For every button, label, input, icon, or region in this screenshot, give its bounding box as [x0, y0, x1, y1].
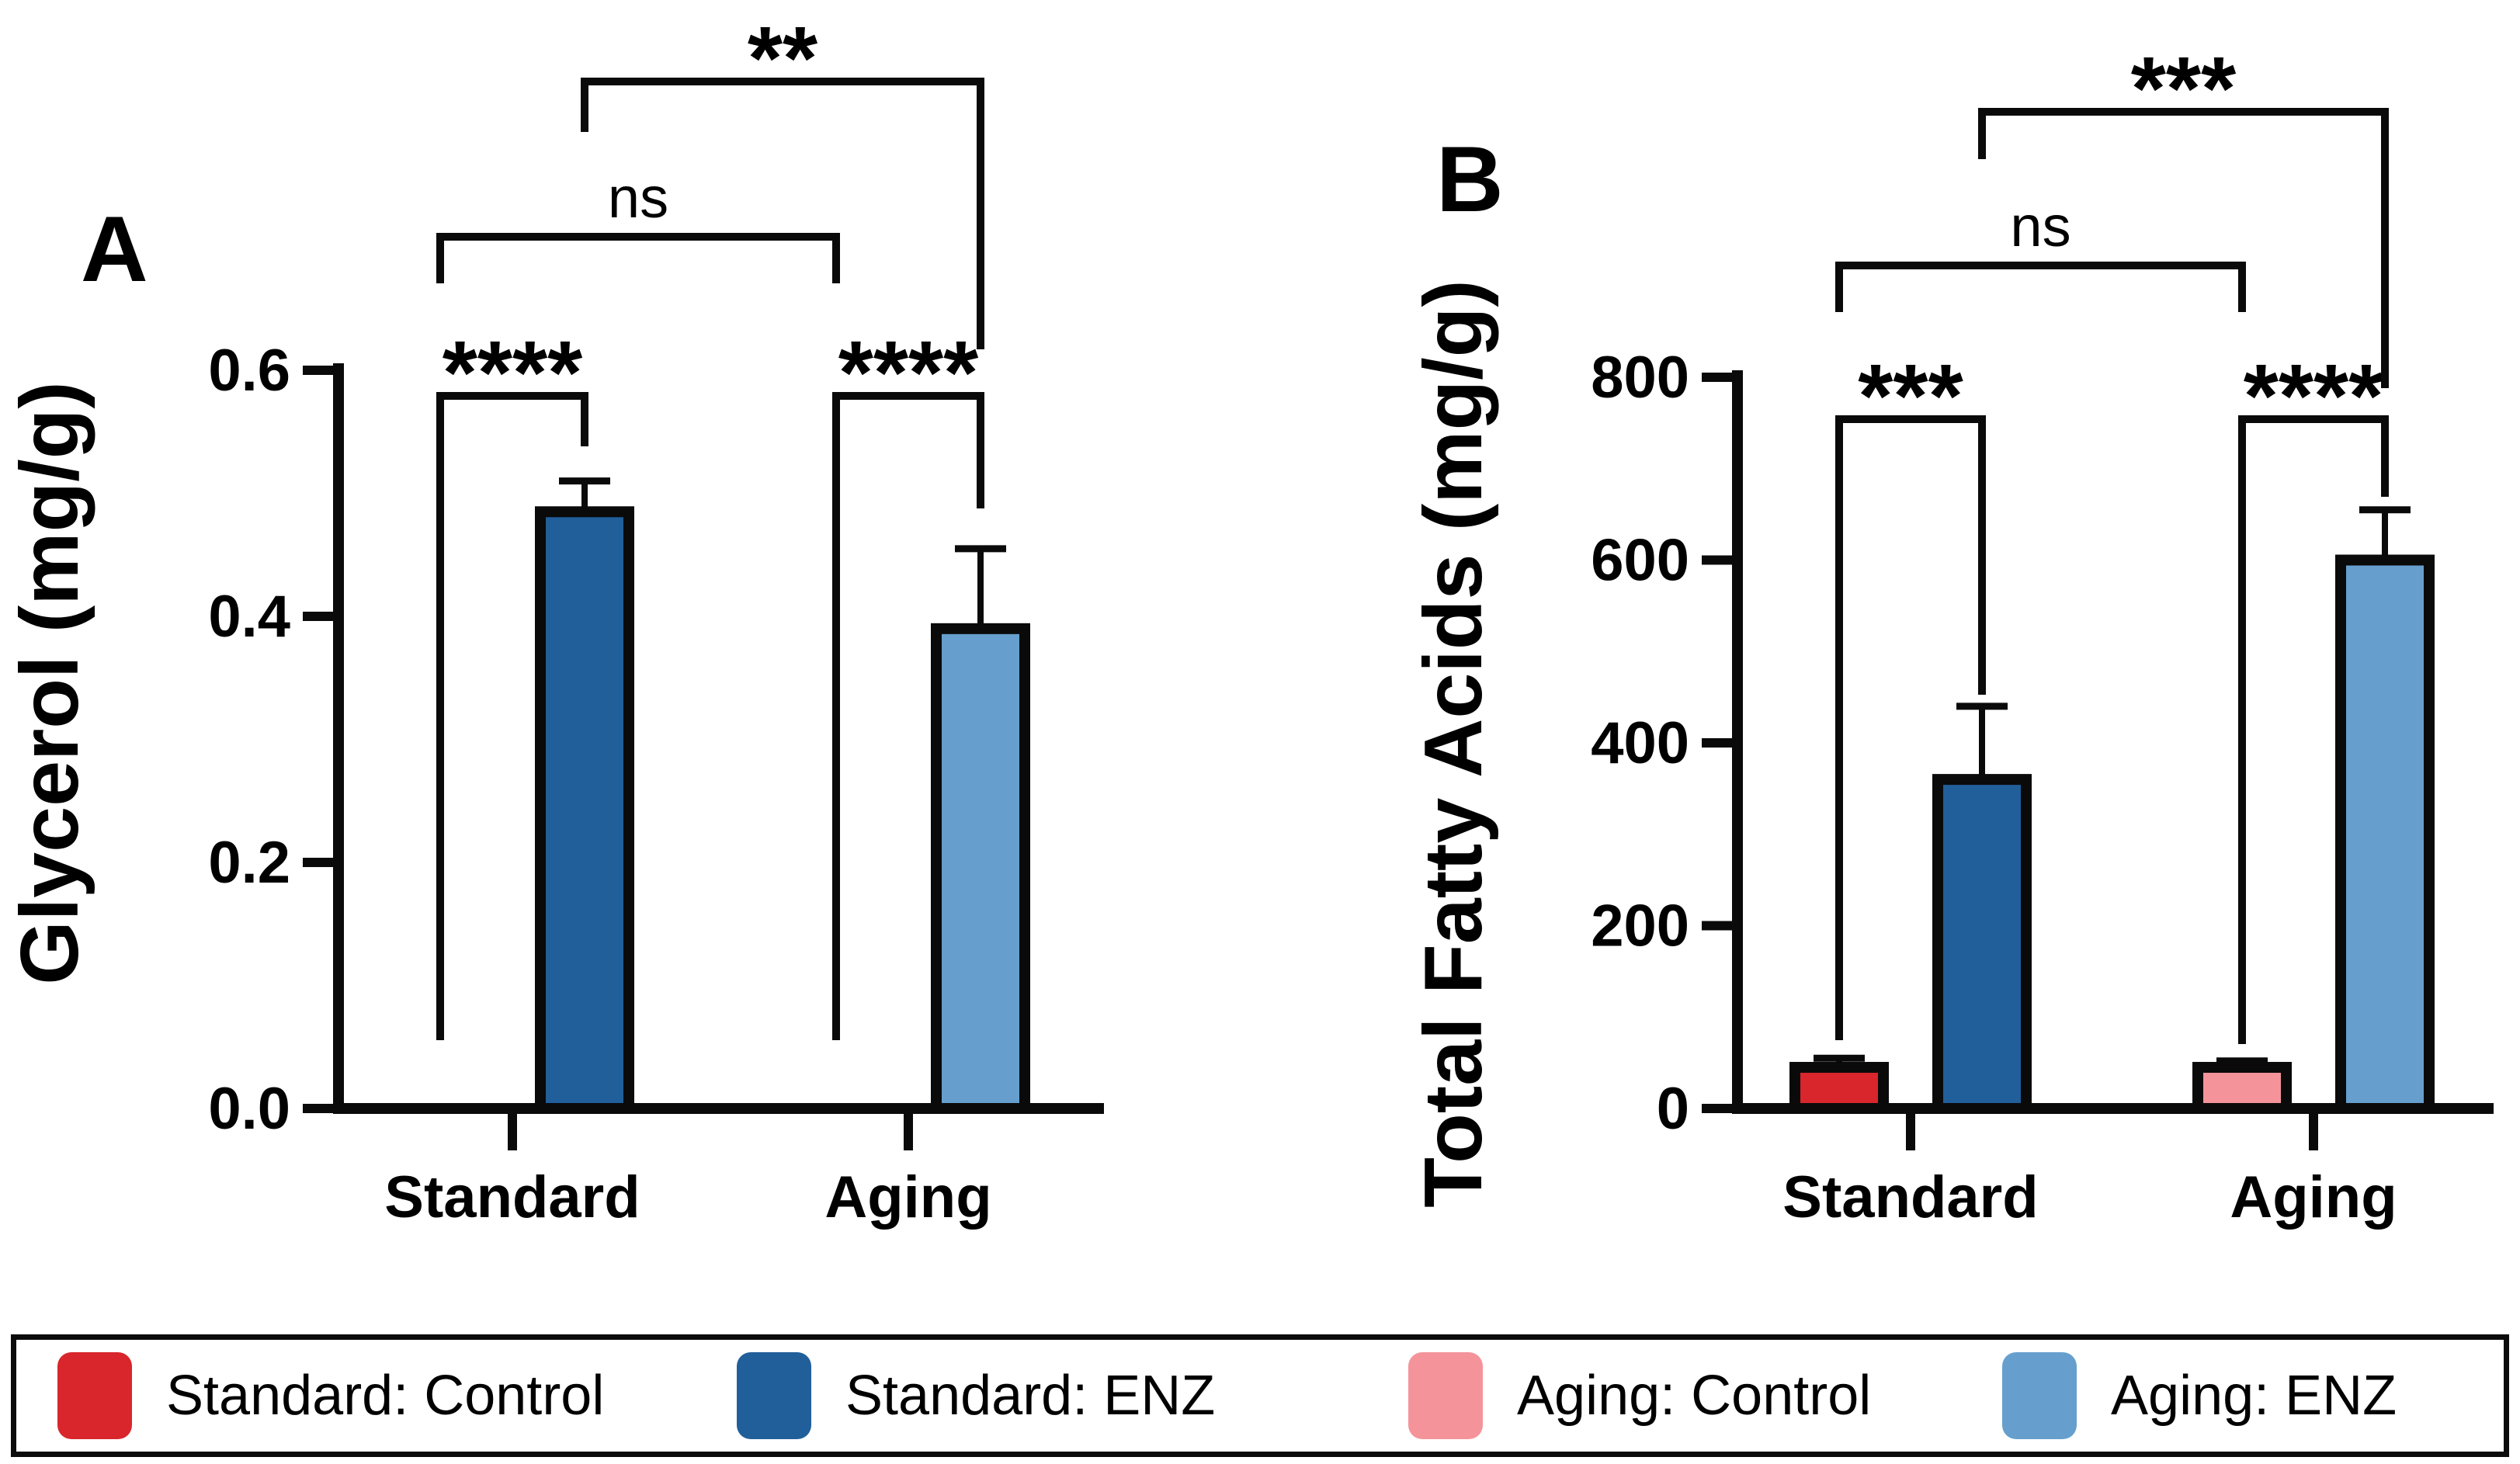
- bar-standard-control: [1789, 1062, 1889, 1114]
- legend: Standard: Control Standard: ENZ Aging: C…: [11, 1334, 2509, 1457]
- bar-standard-enz: [1932, 774, 2032, 1114]
- legend-item-standard-enz: Standard: ENZ: [737, 1340, 1215, 1452]
- legend-item-aging-enz: Aging: ENZ: [2002, 1340, 2397, 1452]
- y-tick-label: 0.2: [208, 830, 290, 896]
- significance-bracket: [1978, 108, 2389, 388]
- y-axis-title-b: Total Fatty Acids (mg/g): [1408, 279, 1499, 1207]
- significance-label: ns: [2010, 194, 2070, 258]
- bar-aging-enz: [931, 623, 1030, 1114]
- legend-swatch-standard-enz: [737, 1352, 811, 1439]
- legend-swatch-standard-control: [57, 1352, 132, 1439]
- significance-label: ****: [838, 322, 979, 423]
- bar-aging-enz: [2335, 554, 2435, 1114]
- legend-item-standard-control: Standard: Control: [57, 1340, 604, 1452]
- legend-item-aging-control: Aging: Control: [1408, 1340, 1871, 1452]
- panel-letter-b: B: [1436, 127, 1504, 231]
- y-axis-title-a: Glycerol (mg/g): [4, 381, 95, 984]
- significance-label: **: [748, 8, 818, 109]
- significance-label: ****: [2244, 345, 2384, 446]
- significance-label: ns: [608, 165, 668, 230]
- significance-label: ****: [443, 322, 583, 423]
- significance-bracket: [1835, 415, 1986, 1040]
- panel-b: B Total Fatty Acids (mg/g) 0 200 400 600 800 St…: [1408, 38, 2494, 1230]
- y-tick-label: 0: [1657, 1076, 1689, 1142]
- x-group-label-standard: Standard: [1782, 1164, 2038, 1230]
- significance-bracket: [832, 392, 984, 1040]
- significance-bracket: [436, 392, 588, 1040]
- y-tick-label: 200: [1591, 893, 1689, 959]
- legend-label-standard-enz: Standard: ENZ: [845, 1365, 1216, 1427]
- significance-bracket: [581, 78, 984, 349]
- significance-bracket: [2238, 415, 2389, 1044]
- legend-label-aging-control: Aging: Control: [1517, 1365, 1872, 1427]
- y-tick-label: 0.4: [208, 584, 290, 650]
- x-group-label-aging: Aging: [824, 1164, 991, 1230]
- significance-label: ***: [2131, 38, 2237, 139]
- bar-aging-control: [2192, 1062, 2292, 1114]
- panel-letter-a: A: [81, 197, 148, 301]
- significance-label: ***: [1858, 345, 1963, 446]
- y-tick-label: 0.6: [208, 338, 290, 404]
- x-group-label-standard: Standard: [384, 1164, 640, 1230]
- y-tick-label: 0.0: [208, 1076, 290, 1142]
- panel-a: A Glycerol (mg/g) 0.0 0.2 0.4 0.6 Standard Agin…: [4, 8, 1104, 1230]
- bar-standard-enz: [535, 506, 634, 1114]
- y-tick-label: 600: [1591, 528, 1689, 594]
- significance-bracket: [436, 233, 840, 283]
- significance-bracket: [1835, 262, 2246, 312]
- legend-label-aging-enz: Aging: ENZ: [2111, 1365, 2397, 1427]
- x-group-label-aging: Aging: [2230, 1164, 2397, 1230]
- legend-swatch-aging-control: [1408, 1352, 1483, 1439]
- y-tick-label: 800: [1591, 345, 1689, 411]
- legend-label-standard-control: Standard: Control: [166, 1365, 605, 1427]
- y-tick-label: 400: [1591, 710, 1689, 776]
- legend-swatch-aging-enz: [2002, 1352, 2077, 1439]
